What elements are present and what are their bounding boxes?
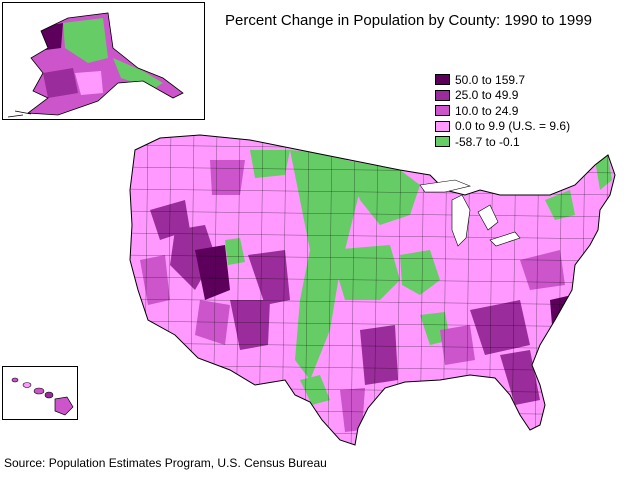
legend-swatch (435, 105, 450, 117)
county-fill-layer (121, 130, 615, 450)
county-cluster (230, 300, 270, 350)
county-cluster (330, 245, 400, 300)
county-texture-line (130, 276, 615, 284)
legend-swatch (435, 120, 450, 132)
county-texture-line (130, 298, 615, 306)
alaska-map (3, 3, 204, 119)
county-texture-line (373, 135, 379, 445)
legend-item: -58.7 to -0.1 (435, 134, 570, 150)
county-cluster (340, 388, 365, 432)
legend-label: 50.0 to 159.7 (455, 72, 526, 87)
legend-label: -58.7 to -0.1 (455, 134, 520, 149)
lake-erie (489, 231, 521, 247)
county-cluster (595, 156, 612, 190)
county-cluster (360, 325, 398, 385)
county-cluster (300, 375, 330, 405)
county-cluster (140, 255, 170, 305)
hawaii-map (11, 377, 74, 416)
county-cluster (345, 160, 420, 225)
lake-michigan (451, 194, 471, 247)
county-texture-line (130, 342, 615, 350)
lake-huron (477, 204, 499, 231)
county-cluster (225, 238, 245, 265)
county-cluster (400, 250, 440, 295)
county-cluster (195, 245, 230, 300)
legend-label: 10.0 to 24.9 (455, 103, 519, 118)
county-cluster (290, 150, 360, 380)
hawaii-inset (2, 366, 78, 420)
legend-label: 0.0 to 9.9 (U.S. = 9.6) (455, 119, 571, 134)
lake-superior (419, 179, 471, 193)
county-texture-line (130, 210, 615, 218)
county-texture-line (130, 232, 615, 240)
county-texture-line (350, 135, 356, 445)
county-cluster (440, 325, 475, 365)
county-cluster (545, 190, 575, 220)
county-texture-line (327, 135, 333, 445)
county-cluster (470, 300, 530, 355)
county-texture-line (130, 254, 615, 262)
alaska-inset (2, 2, 205, 120)
county-texture-line (130, 408, 615, 416)
legend-item: 0.0 to 9.9 (U.S. = 9.6) (435, 119, 570, 135)
map-title: Percent Change in Population by County: … (225, 12, 592, 29)
county-cluster (210, 160, 245, 195)
county-texture-line (304, 135, 310, 445)
legend-label: 25.0 to 49.9 (455, 88, 519, 103)
county-cluster (250, 150, 290, 178)
legend-swatch (435, 136, 450, 148)
legend-swatch (435, 74, 450, 86)
county-cluster (195, 300, 230, 345)
us-outline (129, 134, 616, 446)
legend-item: 10.0 to 24.9 (435, 103, 570, 119)
source-note: Source: Population Estimates Program, U.… (4, 456, 327, 470)
county-texture-line (130, 430, 615, 438)
contiguous-us (121, 130, 616, 450)
legend-item: 50.0 to 159.7 (435, 72, 570, 88)
county-cluster (500, 350, 540, 405)
legend-swatch (435, 89, 450, 101)
legend: 50.0 to 159.7 25.0 to 49.9 10.0 to 24.9 … (435, 72, 570, 150)
county-cluster (248, 250, 290, 305)
county-texture-line (121, 130, 125, 450)
legend-item: 25.0 to 49.9 (435, 88, 570, 104)
